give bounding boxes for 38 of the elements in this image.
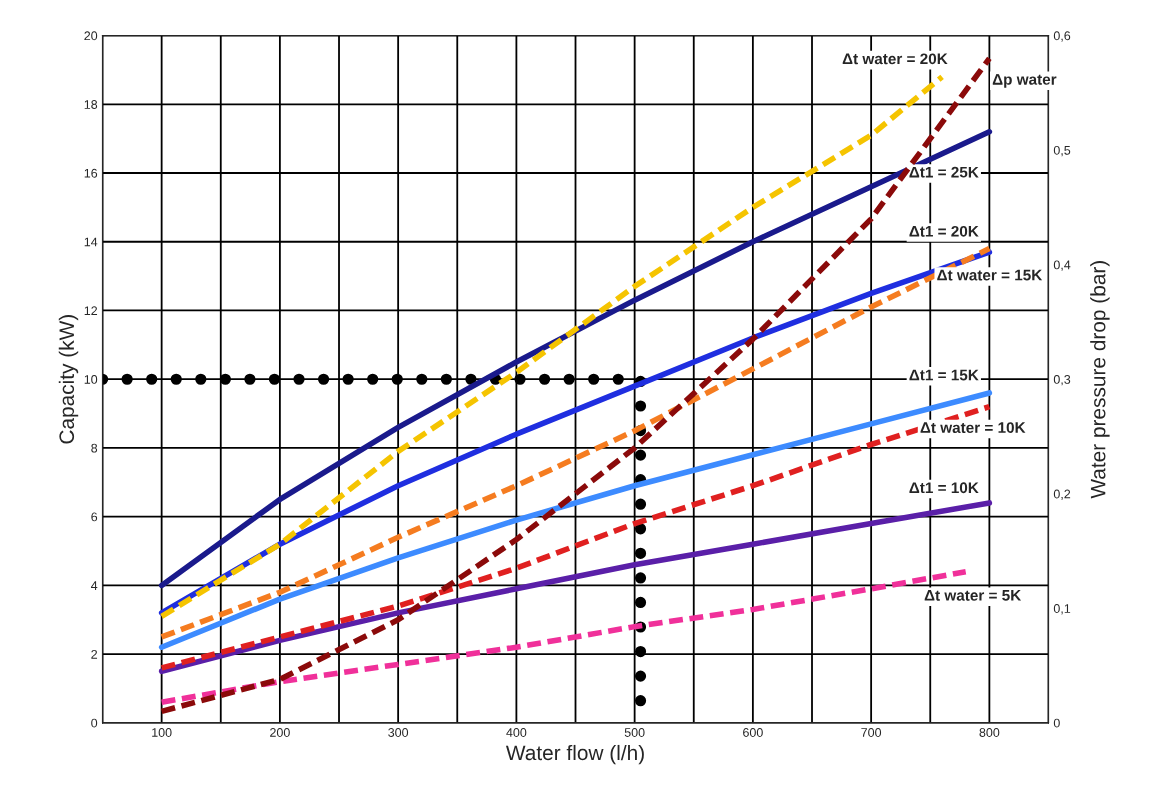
series-label: Δt1 = 25K — [909, 166, 979, 178]
y2-tick-label: 0,2 — [1053, 489, 1071, 500]
series-label: Δt1 = 15K — [909, 369, 979, 381]
y2-tick-label: 0,4 — [1053, 260, 1071, 271]
y-tick-label: 20 — [84, 31, 98, 41]
y2-tick-label: 0,5 — [1053, 145, 1071, 157]
x-tick-label: 400 — [506, 728, 527, 737]
series-label: Δp water — [992, 74, 1057, 88]
y-axis-title: Capacity (kW) — [58, 315, 79, 444]
x-tick-label: 600 — [743, 728, 763, 737]
x-tick-label: 800 — [979, 728, 1000, 737]
y2-tick-label: 0,3 — [1053, 375, 1071, 386]
y-tick-label: 14 — [84, 237, 98, 247]
y2-axis-title: Water pressure drop (bar) — [1090, 261, 1110, 499]
y2-tick-label: 0 — [1053, 718, 1060, 728]
y-tick-label: 12 — [84, 306, 98, 315]
x-tick-label: 300 — [388, 728, 409, 737]
y2-tick-label: 0,1 — [1053, 604, 1071, 615]
y-tick-label: 16 — [84, 168, 98, 178]
y-tick-label: 8 — [91, 443, 98, 453]
y2-tick-label: 0,6 — [1053, 31, 1071, 42]
y-tick-label: 6 — [91, 512, 98, 522]
x-tick-label: 200 — [270, 728, 290, 737]
series-label: Δt water = 20K — [842, 53, 948, 65]
y-tick-label: 0 — [91, 718, 98, 728]
series-label: Δt water = 15K — [937, 269, 1043, 281]
series-label: Δt water = 5K — [924, 590, 1022, 601]
y-tick-label: 4 — [90, 581, 98, 590]
y-tick-label: 18 — [84, 100, 98, 109]
y-tick-label: 10 — [84, 375, 98, 384]
series-label: Δt1 = 10K — [909, 482, 979, 494]
x-axis-title: Water flow (l/h) — [505, 744, 644, 765]
y-tick-label: 2 — [91, 649, 98, 659]
series-label: Δt1 = 20K — [909, 225, 979, 237]
x-tick-label: 500 — [624, 728, 645, 737]
x-tick-label: 100 — [152, 728, 172, 737]
series-label: Δt water = 10K — [920, 422, 1026, 434]
x-tick-label: 700 — [861, 728, 882, 737]
